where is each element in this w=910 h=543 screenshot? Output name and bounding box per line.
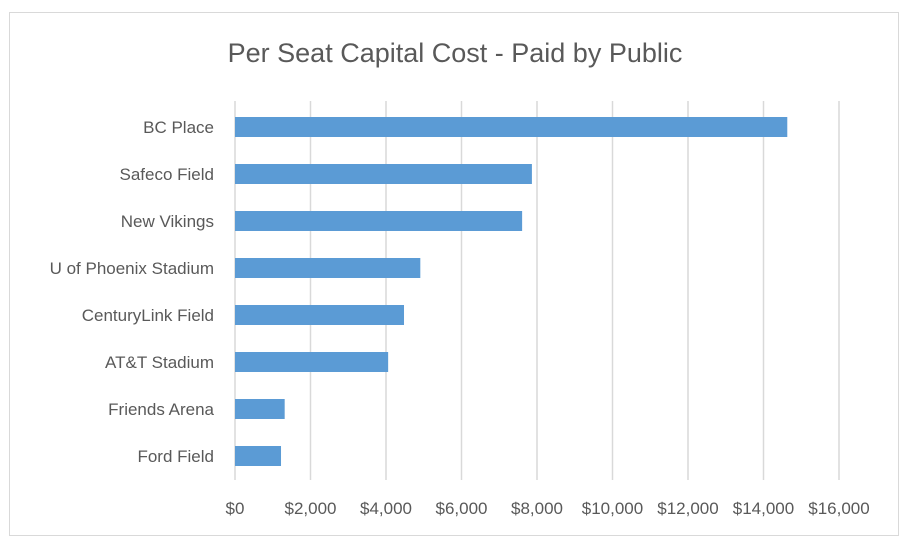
bar <box>235 117 788 137</box>
y-category-label: Safeco Field <box>120 165 215 184</box>
x-tick-label: $0 <box>226 499 245 518</box>
bar <box>235 305 405 325</box>
x-tick-label: $14,000 <box>733 499 794 518</box>
bar <box>235 164 532 184</box>
x-tick-label: $2,000 <box>285 499 337 518</box>
chart-area <box>9 12 899 536</box>
bar <box>235 446 282 466</box>
bar <box>235 211 523 231</box>
x-tick-label: $10,000 <box>582 499 643 518</box>
y-category-label: BC Place <box>143 118 214 137</box>
y-category-label: U of Phoenix Stadium <box>50 259 214 278</box>
y-category-label: Ford Field <box>137 447 214 466</box>
y-category-label: Friends Arena <box>108 400 214 419</box>
chart-title: Per Seat Capital Cost - Paid by Public <box>228 38 683 68</box>
y-category-label: New Vikings <box>121 212 214 231</box>
bar <box>235 399 285 419</box>
bar <box>235 258 421 278</box>
y-category-label: AT&T Stadium <box>105 353 214 372</box>
bar <box>235 352 389 372</box>
x-tick-label: $6,000 <box>436 499 488 518</box>
x-tick-label: $12,000 <box>657 499 718 518</box>
x-tick-label: $8,000 <box>511 499 563 518</box>
x-tick-label: $16,000 <box>808 499 869 518</box>
x-tick-label: $4,000 <box>360 499 412 518</box>
y-category-label: CenturyLink Field <box>82 306 214 325</box>
